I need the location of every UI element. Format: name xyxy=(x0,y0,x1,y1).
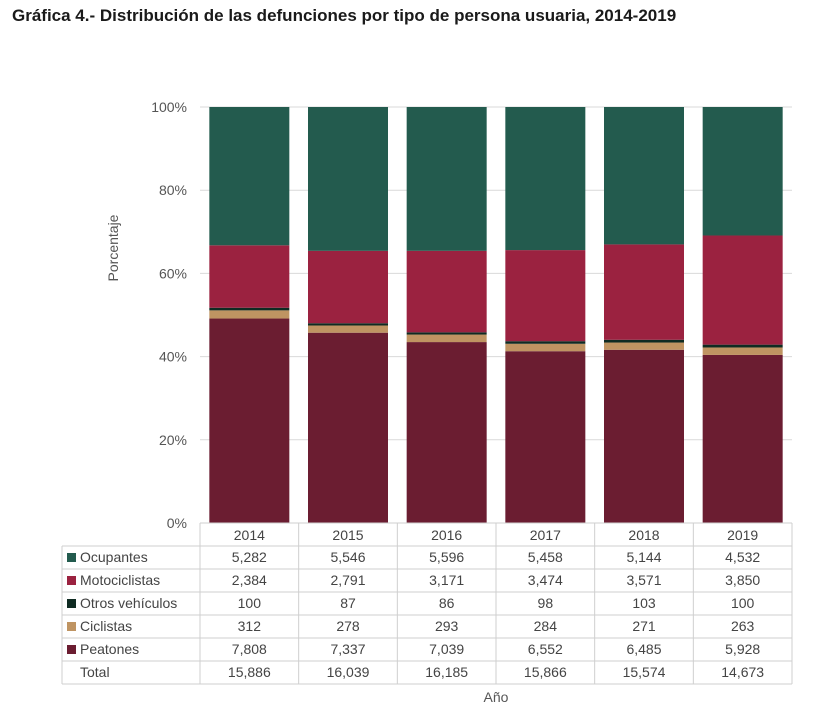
table-cell: 3,571 xyxy=(626,572,661,588)
legend-swatch xyxy=(67,576,76,585)
x-tick-label: 2019 xyxy=(727,527,758,543)
table-cell: 98 xyxy=(538,595,554,611)
bar-segment-ciclistas-2019 xyxy=(702,347,783,355)
table-cell: 103 xyxy=(632,595,656,611)
bar-segment-motociclistas-2019 xyxy=(702,235,783,345)
legend-swatch xyxy=(67,622,76,631)
bar-segment-otros-veh-culos-2018 xyxy=(604,339,684,343)
legend-swatch xyxy=(67,553,76,562)
bar-segment-ciclistas-2016 xyxy=(406,334,487,343)
y-tick-label: 20% xyxy=(159,432,187,448)
total-cell: 15,866 xyxy=(524,664,567,680)
x-tick-label: 2018 xyxy=(628,527,659,543)
bar-segment-ciclistas-2018 xyxy=(604,342,684,350)
table-cell: 5,144 xyxy=(626,549,661,565)
legend-label: Ocupantes xyxy=(80,549,148,565)
total-cell: 16,039 xyxy=(327,664,370,680)
chart-title: Gráfica 4.- Distribución de las defuncio… xyxy=(12,6,677,25)
total-cell: 14,673 xyxy=(721,664,764,680)
y-tick-label: 0% xyxy=(167,515,187,531)
total-label: Total xyxy=(80,664,110,680)
y-tick-label: 40% xyxy=(159,349,187,365)
bar-segment-ciclistas-2015 xyxy=(308,325,388,333)
bar-segment-ocupantes-2019 xyxy=(702,107,783,236)
table-cell: 2,791 xyxy=(330,572,365,588)
table-cell: 5,928 xyxy=(725,641,760,657)
table-cell: 284 xyxy=(534,618,558,634)
table-cell: 3,171 xyxy=(429,572,464,588)
bar-segment-otros-veh-culos-2019 xyxy=(702,344,783,348)
bar-segment-peatones-2019 xyxy=(702,354,783,523)
x-tick-label: 2017 xyxy=(530,527,561,543)
table-cell: 312 xyxy=(238,618,262,634)
table-cell: 263 xyxy=(731,618,755,634)
table-cell: 2,384 xyxy=(232,572,267,588)
bar-segment-ocupantes-2018 xyxy=(604,107,684,245)
bar-segment-motociclistas-2018 xyxy=(604,244,684,340)
bar-segment-ocupantes-2015 xyxy=(308,107,388,251)
table-cell: 6,552 xyxy=(528,641,563,657)
bar-segment-peatones-2014 xyxy=(209,318,290,523)
bar-segment-peatones-2016 xyxy=(406,342,487,523)
bar-segment-motociclistas-2014 xyxy=(209,245,290,308)
bar-segment-ciclistas-2017 xyxy=(505,343,586,352)
table-cell: 293 xyxy=(435,618,459,634)
bar-segment-ciclistas-2014 xyxy=(209,310,290,319)
bar-segment-otros-veh-culos-2015 xyxy=(308,323,388,326)
table-cell: 5,458 xyxy=(528,549,563,565)
bar-segment-peatones-2018 xyxy=(604,349,684,523)
table-cell: 5,596 xyxy=(429,549,464,565)
y-tick-label: 80% xyxy=(159,182,187,198)
bar-segment-ocupantes-2016 xyxy=(406,107,487,251)
legend-label: Otros vehículos xyxy=(80,595,177,611)
table-cell: 278 xyxy=(336,618,360,634)
bar-segment-otros-veh-culos-2016 xyxy=(406,332,487,335)
table-cell: 100 xyxy=(731,595,755,611)
table-cell: 3,850 xyxy=(725,572,760,588)
y-tick-label: 100% xyxy=(151,99,187,115)
bar-segment-peatones-2015 xyxy=(308,332,388,523)
bar-segment-otros-veh-culos-2014 xyxy=(209,307,290,311)
x-tick-label: 2015 xyxy=(332,527,363,543)
x-axis-label: Año xyxy=(484,689,509,705)
table-cell: 87 xyxy=(340,595,356,611)
bar-segment-ocupantes-2014 xyxy=(209,107,290,246)
bar-segment-peatones-2017 xyxy=(505,351,586,523)
bar-segment-ocupantes-2017 xyxy=(505,107,586,251)
table-cell: 271 xyxy=(632,618,656,634)
table-cell: 7,808 xyxy=(232,641,267,657)
table-cell: 5,282 xyxy=(232,549,267,565)
table-cell: 7,039 xyxy=(429,641,464,657)
table-cell: 4,532 xyxy=(725,549,760,565)
y-tick-label: 60% xyxy=(159,265,187,281)
x-tick-label: 2016 xyxy=(431,527,462,543)
table-cell: 100 xyxy=(238,595,262,611)
table-cell: 5,546 xyxy=(330,549,365,565)
table-cell: 3,474 xyxy=(528,572,563,588)
x-tick-label: 2014 xyxy=(234,527,265,543)
bar-segment-motociclistas-2016 xyxy=(406,250,487,333)
table-cell: 86 xyxy=(439,595,455,611)
total-cell: 15,574 xyxy=(623,664,666,680)
table-cell: 7,337 xyxy=(330,641,365,657)
table-cell: 6,485 xyxy=(626,641,661,657)
bar-segment-motociclistas-2017 xyxy=(505,250,586,342)
bar-segment-motociclistas-2015 xyxy=(308,250,388,324)
legend-swatch xyxy=(67,599,76,608)
legend-label: Motociclistas xyxy=(80,572,160,588)
bar-segment-otros-veh-culos-2017 xyxy=(505,341,586,344)
total-cell: 16,185 xyxy=(425,664,468,680)
legend-label: Peatones xyxy=(80,641,139,657)
legend-swatch xyxy=(67,645,76,654)
total-cell: 15,886 xyxy=(228,664,271,680)
y-axis-label: Porcentaje xyxy=(105,214,121,281)
legend-label: Ciclistas xyxy=(80,618,132,634)
